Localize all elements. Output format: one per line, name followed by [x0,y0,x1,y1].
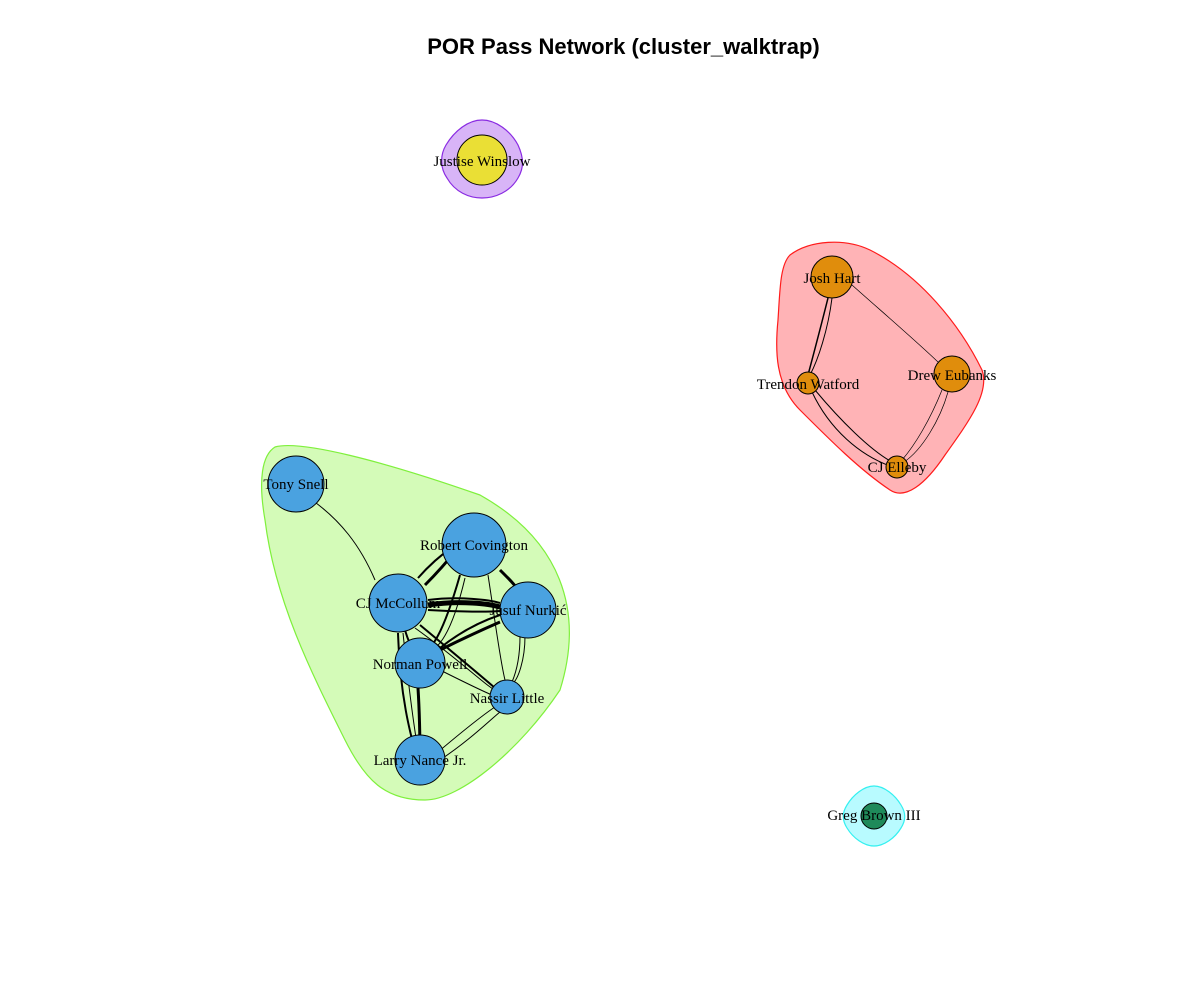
node-snell[interactable] [267,455,325,513]
edge [439,711,501,761]
node-label: Josh Hart [803,271,861,287]
node-label: Nassir Little [470,691,545,707]
node-label: CJ McCollum [356,596,441,612]
edge [807,297,829,376]
node-label: Greg Brown III [827,808,920,824]
node-labels: Tony Snell Robert Covington CJ McCollum … [263,154,996,824]
node-nance[interactable] [394,734,446,786]
node-brown[interactable] [860,802,888,830]
edge [487,574,506,681]
node-covington[interactable] [441,512,507,578]
edge [427,609,501,613]
node-little[interactable] [489,679,525,715]
node-watford[interactable] [796,371,820,395]
node-label: Drew Eubanks [908,368,997,384]
edge [419,624,496,689]
edge [903,391,949,463]
edge [511,635,521,683]
nodes [267,134,971,830]
edge [851,284,939,363]
node-label: Norman Powell [373,657,468,673]
edge [311,499,376,581]
edge [427,597,501,604]
edge [811,391,891,467]
cluster-hull-red [776,241,985,494]
node-label: Trendon Watford [757,377,860,393]
node-eubanks[interactable] [933,355,971,393]
edge [427,600,501,610]
edge [439,614,501,649]
chart-title: POR Pass Network (cluster_walktrap) [427,34,820,59]
node-hart[interactable] [810,255,854,299]
edge [814,389,893,463]
node-nurkic[interactable] [499,581,557,639]
edge [809,297,833,376]
node-label: Robert Covington [420,538,528,554]
node-winslow[interactable] [456,134,508,186]
node-label: Larry Nance Jr. [374,753,467,769]
node-elleby[interactable] [885,455,909,479]
node-label: Tony Snell [263,477,328,493]
node-label: CJ Elleby [868,460,927,476]
edges-red-cluster [807,284,949,467]
node-mccollum[interactable] [368,573,428,633]
edge [439,620,501,652]
node-label: Jusuf Nurkić [489,603,566,619]
edge [431,574,461,646]
node-label: Justise Winslow [433,154,530,170]
edge [901,389,943,461]
edge [439,669,493,696]
node-powell[interactable] [394,637,446,689]
